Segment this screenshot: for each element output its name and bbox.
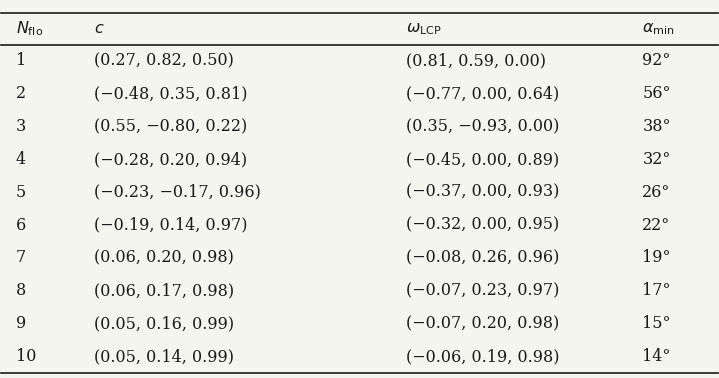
Text: 10: 10: [16, 348, 36, 365]
Text: 56°: 56°: [642, 85, 671, 102]
Text: (−0.37, 0.00, 0.93): (−0.37, 0.00, 0.93): [406, 184, 559, 201]
Text: $N_{\mathrm{flo}}$: $N_{\mathrm{flo}}$: [16, 19, 43, 38]
Text: 26°: 26°: [642, 184, 671, 201]
Text: (0.05, 0.16, 0.99): (0.05, 0.16, 0.99): [94, 315, 234, 332]
Text: 7: 7: [16, 249, 26, 266]
Text: (0.27, 0.82, 0.50): (0.27, 0.82, 0.50): [94, 53, 234, 70]
Text: $\omega_{\mathrm{LCP}}$: $\omega_{\mathrm{LCP}}$: [406, 20, 442, 37]
Text: (−0.48, 0.35, 0.81): (−0.48, 0.35, 0.81): [94, 85, 248, 102]
Text: (0.06, 0.20, 0.98): (0.06, 0.20, 0.98): [94, 249, 234, 266]
Text: (−0.28, 0.20, 0.94): (−0.28, 0.20, 0.94): [94, 151, 247, 168]
Text: 9: 9: [16, 315, 26, 332]
Text: (−0.45, 0.00, 0.89): (−0.45, 0.00, 0.89): [406, 151, 559, 168]
Text: 6: 6: [16, 217, 26, 234]
Text: 14°: 14°: [642, 348, 671, 365]
Text: (−0.77, 0.00, 0.64): (−0.77, 0.00, 0.64): [406, 85, 559, 102]
Text: (−0.08, 0.26, 0.96): (−0.08, 0.26, 0.96): [406, 249, 559, 266]
Text: (0.55, −0.80, 0.22): (0.55, −0.80, 0.22): [94, 118, 248, 135]
Text: 4: 4: [16, 151, 26, 168]
Text: (0.06, 0.17, 0.98): (0.06, 0.17, 0.98): [94, 282, 234, 299]
Text: 15°: 15°: [642, 315, 671, 332]
Text: 5: 5: [16, 184, 26, 201]
Text: $c$: $c$: [94, 20, 105, 37]
Text: (0.05, 0.14, 0.99): (0.05, 0.14, 0.99): [94, 348, 234, 365]
Text: (−0.32, 0.00, 0.95): (−0.32, 0.00, 0.95): [406, 217, 559, 234]
Text: 92°: 92°: [642, 53, 671, 70]
Text: 8: 8: [16, 282, 26, 299]
Text: (0.81, 0.59, 0.00): (0.81, 0.59, 0.00): [406, 53, 546, 70]
Text: (−0.19, 0.14, 0.97): (−0.19, 0.14, 0.97): [94, 217, 248, 234]
Text: 38°: 38°: [642, 118, 671, 135]
Text: 3: 3: [16, 118, 26, 135]
Text: 22°: 22°: [642, 217, 671, 234]
Text: 19°: 19°: [642, 249, 671, 266]
Text: (−0.23, −0.17, 0.96): (−0.23, −0.17, 0.96): [94, 184, 262, 201]
Text: 17°: 17°: [642, 282, 671, 299]
Text: (0.35, −0.93, 0.00): (0.35, −0.93, 0.00): [406, 118, 559, 135]
Text: 1: 1: [16, 53, 26, 70]
Text: 32°: 32°: [642, 151, 671, 168]
Text: (−0.07, 0.23, 0.97): (−0.07, 0.23, 0.97): [406, 282, 559, 299]
Text: (−0.07, 0.20, 0.98): (−0.07, 0.20, 0.98): [406, 315, 559, 332]
Text: 2: 2: [16, 85, 26, 102]
Text: $\alpha_{\mathrm{min}}$: $\alpha_{\mathrm{min}}$: [642, 20, 675, 37]
Text: (−0.06, 0.19, 0.98): (−0.06, 0.19, 0.98): [406, 348, 559, 365]
